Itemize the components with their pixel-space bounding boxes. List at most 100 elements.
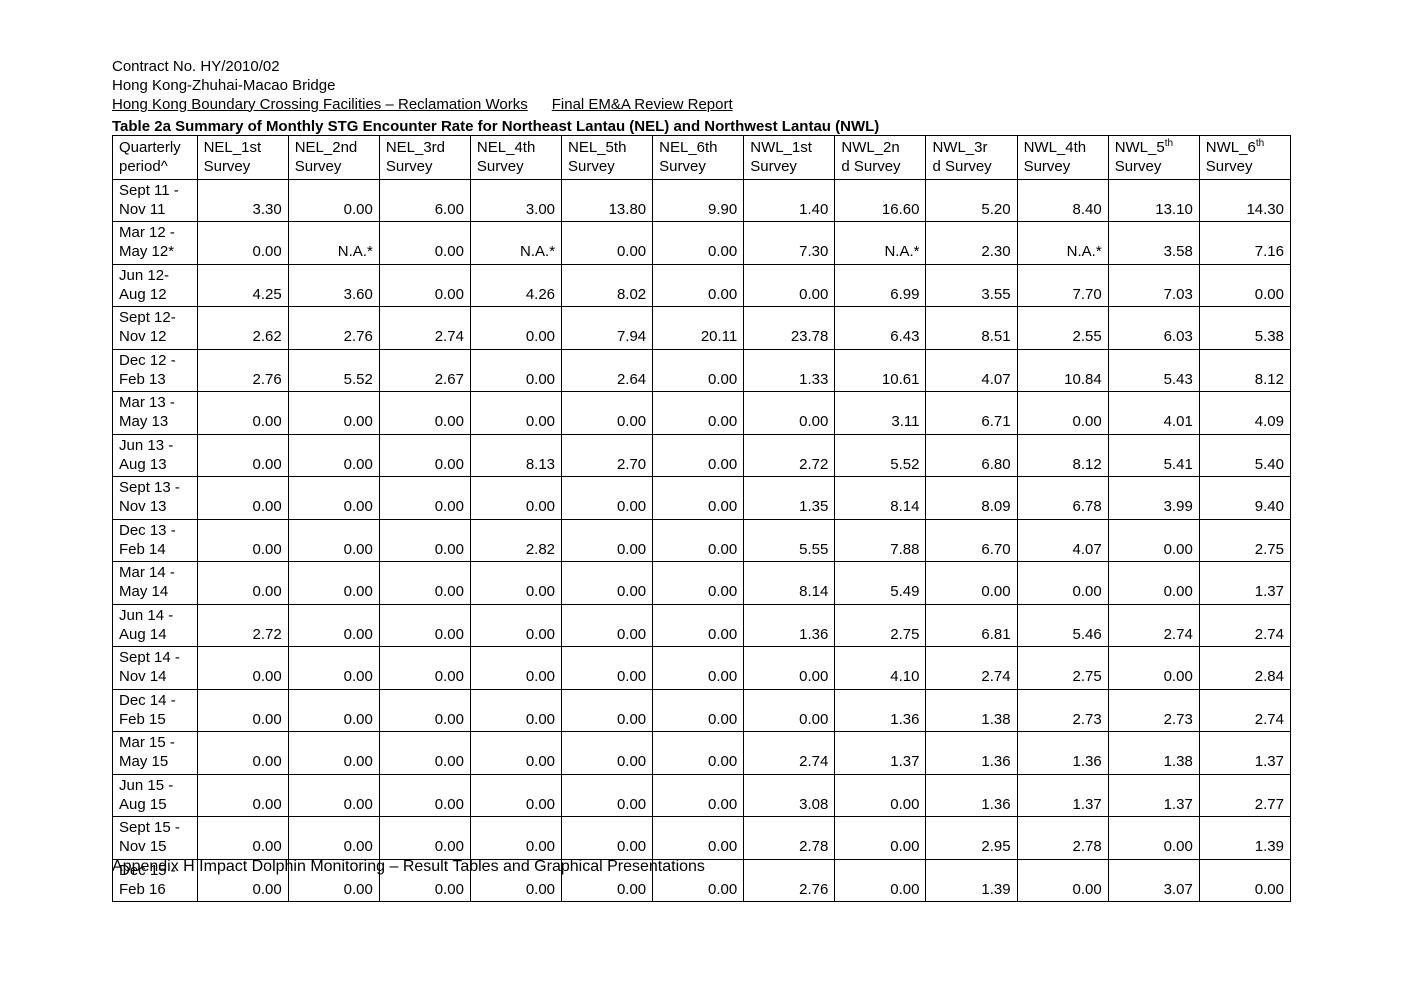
table-row: Sept 15 -Nov 150.000.000.000.000.000.002… xyxy=(113,817,1291,860)
value-cell: 10.84 xyxy=(1017,349,1108,392)
table-row: Mar 15 -May 150.000.000.000.000.000.002.… xyxy=(113,732,1291,775)
table-row: Mar 12 -May 12*0.00N.A.*0.00N.A.*0.000.0… xyxy=(113,222,1291,265)
value-cell: 0.00 xyxy=(835,774,926,817)
value-cell: 0.00 xyxy=(288,604,379,647)
period-cell: Mar 12 -May 12* xyxy=(113,222,198,265)
value-cell: 4.25 xyxy=(197,264,288,307)
value-cell: 0.00 xyxy=(197,774,288,817)
col-header-10: NWL_4thSurvey xyxy=(1017,136,1108,180)
value-cell: 13.80 xyxy=(562,179,653,222)
table-row: Dec 14 -Feb 150.000.000.000.000.000.000.… xyxy=(113,689,1291,732)
value-cell: 0.00 xyxy=(379,647,470,690)
table-row: Dec 13 -Feb 140.000.000.002.820.000.005.… xyxy=(113,519,1291,562)
value-cell: 8.14 xyxy=(835,477,926,520)
table-row: Jun 12-Aug 124.253.600.004.268.020.000.0… xyxy=(113,264,1291,307)
value-cell: 6.80 xyxy=(926,434,1017,477)
value-cell: 6.71 xyxy=(926,392,1017,435)
value-cell: 6.99 xyxy=(835,264,926,307)
value-cell: 0.00 xyxy=(562,732,653,775)
value-cell: 20.11 xyxy=(653,307,744,350)
value-cell: 1.36 xyxy=(744,604,835,647)
value-cell: 2.82 xyxy=(470,519,561,562)
value-cell: 2.76 xyxy=(744,859,835,902)
value-cell: 0.00 xyxy=(288,477,379,520)
value-cell: 8.40 xyxy=(1017,179,1108,222)
value-cell: 8.09 xyxy=(926,477,1017,520)
value-cell: 0.00 xyxy=(562,562,653,605)
value-cell: 0.00 xyxy=(1108,562,1199,605)
value-cell: 0.00 xyxy=(562,392,653,435)
value-cell: 5.38 xyxy=(1199,307,1290,350)
value-cell: 2.72 xyxy=(744,434,835,477)
value-cell: 2.75 xyxy=(835,604,926,647)
value-cell: 5.43 xyxy=(1108,349,1199,392)
value-cell: 0.00 xyxy=(653,222,744,265)
value-cell: 1.35 xyxy=(744,477,835,520)
header-line-2: Hong Kong-Zhuhai-Macao Bridge xyxy=(112,77,1291,96)
value-cell: 0.00 xyxy=(288,434,379,477)
period-cell: Jun 15 -Aug 15 xyxy=(113,774,198,817)
value-cell: 1.37 xyxy=(1199,732,1290,775)
value-cell: 8.51 xyxy=(926,307,1017,350)
value-cell: 0.00 xyxy=(470,307,561,350)
value-cell: 3.60 xyxy=(288,264,379,307)
value-cell: 0.00 xyxy=(744,647,835,690)
value-cell: 7.16 xyxy=(1199,222,1290,265)
value-cell: 2.78 xyxy=(744,817,835,860)
value-cell: 9.40 xyxy=(1199,477,1290,520)
value-cell: 7.03 xyxy=(1108,264,1199,307)
value-cell: 2.95 xyxy=(926,817,1017,860)
value-cell: 0.00 xyxy=(470,774,561,817)
table-header-row: Quarterlyperiod^NEL_1stSurveyNEL_2ndSurv… xyxy=(113,136,1291,180)
value-cell: 1.36 xyxy=(1017,732,1108,775)
value-cell: 3.30 xyxy=(197,179,288,222)
value-cell: 0.00 xyxy=(379,222,470,265)
value-cell: 6.70 xyxy=(926,519,1017,562)
value-cell: 1.37 xyxy=(1108,774,1199,817)
value-cell: 4.09 xyxy=(1199,392,1290,435)
value-cell: 0.00 xyxy=(653,392,744,435)
value-cell: 0.00 xyxy=(1199,859,1290,902)
document-header: Contract No. HY/2010/02 Hong Kong-Zhuhai… xyxy=(112,58,1291,114)
value-cell: 2.74 xyxy=(744,732,835,775)
value-cell: 0.00 xyxy=(197,519,288,562)
col-header-5: NEL_5thSurvey xyxy=(562,136,653,180)
value-cell: 0.00 xyxy=(470,647,561,690)
period-cell: Jun 13 -Aug 13 xyxy=(113,434,198,477)
value-cell: 0.00 xyxy=(653,477,744,520)
value-cell: 3.55 xyxy=(926,264,1017,307)
value-cell: 0.00 xyxy=(470,689,561,732)
value-cell: 2.76 xyxy=(197,349,288,392)
table-row: Jun 13 -Aug 130.000.000.008.132.700.002.… xyxy=(113,434,1291,477)
page-footer: Appendix H Impact Dolphin Monitoring – R… xyxy=(112,858,705,876)
value-cell: 8.13 xyxy=(470,434,561,477)
value-cell: 2.84 xyxy=(1199,647,1290,690)
table-row: Sept 14 -Nov 140.000.000.000.000.000.000… xyxy=(113,647,1291,690)
value-cell: 0.00 xyxy=(653,562,744,605)
table-row: Mar 13 -May 130.000.000.000.000.000.000.… xyxy=(113,392,1291,435)
value-cell: 0.00 xyxy=(562,604,653,647)
value-cell: N.A.* xyxy=(835,222,926,265)
value-cell: 6.78 xyxy=(1017,477,1108,520)
value-cell: 2.30 xyxy=(926,222,1017,265)
value-cell: 0.00 xyxy=(470,392,561,435)
value-cell: 0.00 xyxy=(653,689,744,732)
value-cell: 0.00 xyxy=(197,732,288,775)
value-cell: 16.60 xyxy=(835,179,926,222)
value-cell: 2.70 xyxy=(562,434,653,477)
value-cell: 4.01 xyxy=(1108,392,1199,435)
value-cell: 1.38 xyxy=(1108,732,1199,775)
value-cell: 6.03 xyxy=(1108,307,1199,350)
value-cell: 1.36 xyxy=(835,689,926,732)
value-cell: 0.00 xyxy=(744,689,835,732)
value-cell: 0.00 xyxy=(1017,859,1108,902)
col-header-4: NEL_4thSurvey xyxy=(470,136,561,180)
value-cell: 0.00 xyxy=(1108,647,1199,690)
value-cell: 0.00 xyxy=(1108,519,1199,562)
value-cell: 0.00 xyxy=(379,604,470,647)
value-cell: 1.38 xyxy=(926,689,1017,732)
col-header-11: NWL_5thSurvey xyxy=(1108,136,1199,180)
value-cell: 0.00 xyxy=(744,392,835,435)
col-header-9: NWL_3rd Survey xyxy=(926,136,1017,180)
value-cell: 0.00 xyxy=(653,519,744,562)
